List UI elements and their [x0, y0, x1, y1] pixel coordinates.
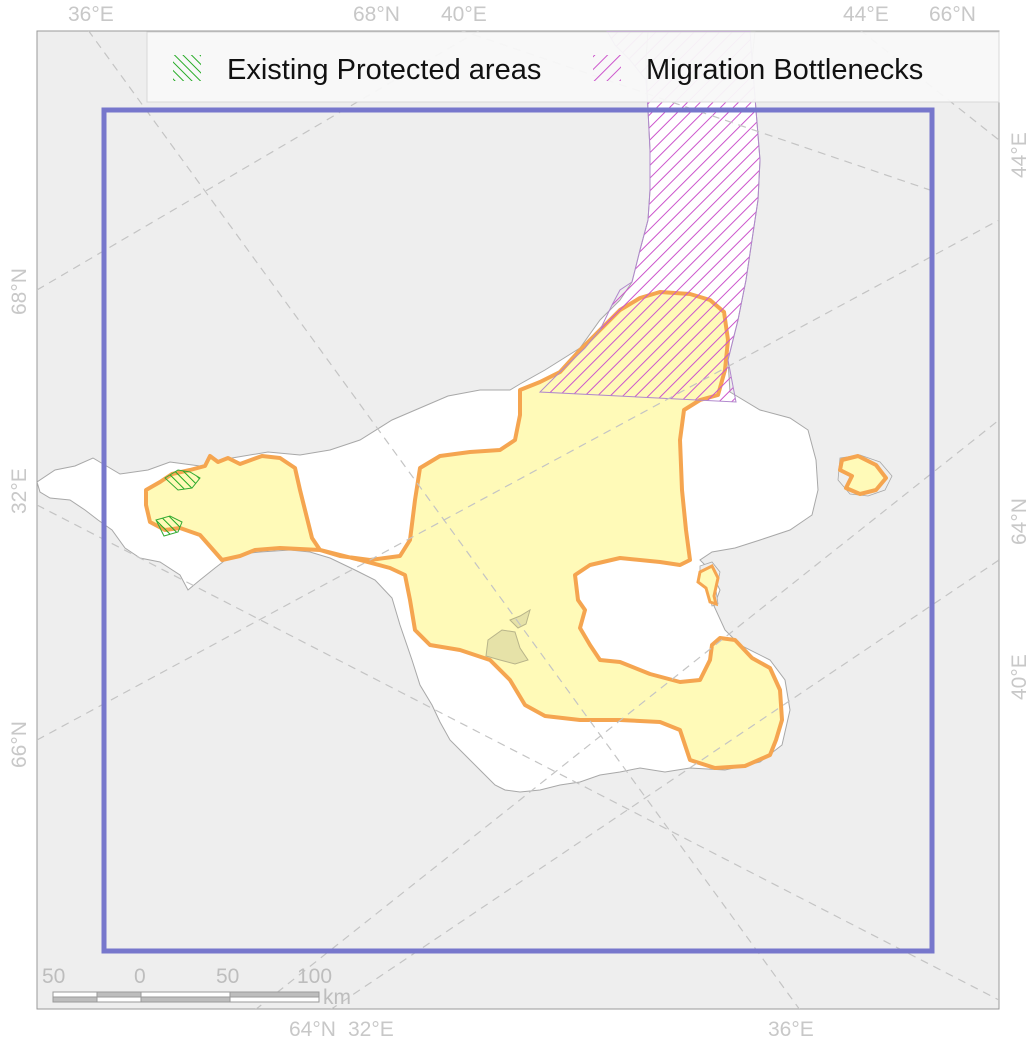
graticule-label-right: 64°N	[1008, 498, 1031, 545]
scale-bar-segment	[140, 996, 231, 1003]
graticule-label-top: 66°N	[929, 3, 976, 26]
inner-feature	[485, 629, 529, 665]
scale-bar-segment	[52, 996, 98, 1003]
scale-tick-label: 50	[216, 965, 239, 988]
graticule-label-left: 68°N	[8, 268, 31, 315]
graticule-label-top: 44°E	[843, 3, 889, 26]
legend-background	[146, 31, 1000, 103]
scale-tick-label: 50	[42, 965, 65, 988]
graticule-label-bottom: 32°E	[348, 1018, 394, 1041]
graticule-label-top: 36°E	[68, 3, 114, 26]
scale-bar-segment	[52, 991, 98, 998]
graticule-label-bottom: 64°N	[289, 1018, 336, 1041]
protected-area	[155, 515, 183, 537]
scale-bar-segment	[140, 991, 231, 998]
legend-label-protected: Existing Protected areas	[227, 54, 541, 86]
scale-bar-segment	[229, 996, 320, 1003]
scale-bar: 50 0 50 100 km	[42, 965, 351, 1009]
graticule-label-right: 40°E	[1008, 654, 1031, 700]
graticule-label-bottom: 36°E	[768, 1018, 814, 1041]
scale-unit-label: km	[323, 986, 351, 1009]
scale-tick-label: 0	[134, 965, 146, 988]
inner-feature	[509, 608, 531, 629]
graticule-label-top: 40°E	[441, 3, 487, 26]
legend-label-bottleneck: Migration Bottlenecks	[646, 54, 923, 86]
graticule-label-left: 32°E	[8, 468, 31, 514]
bottleneck-legend-swatch	[593, 55, 621, 81]
graticule-label-right: 44°E	[1008, 132, 1031, 178]
study-extent-box	[101, 107, 935, 954]
study-area-island	[838, 454, 888, 496]
graticule-label-left: 66°N	[8, 721, 31, 768]
scale-bar-segment	[229, 991, 320, 998]
migration-bottleneck-area	[538, 31, 761, 403]
legend: Existing Protected areas Migration Bottl…	[146, 31, 1000, 103]
study-area	[144, 290, 784, 770]
graticule-label-top: 68°N	[353, 3, 400, 26]
study-area-island	[696, 563, 720, 607]
scale-bar-segment	[96, 991, 142, 998]
scale-tick-label: 100	[297, 965, 332, 988]
protected-area-legend-swatch	[173, 55, 201, 81]
scale-bar-segment	[96, 996, 142, 1003]
protected-area	[164, 469, 201, 491]
